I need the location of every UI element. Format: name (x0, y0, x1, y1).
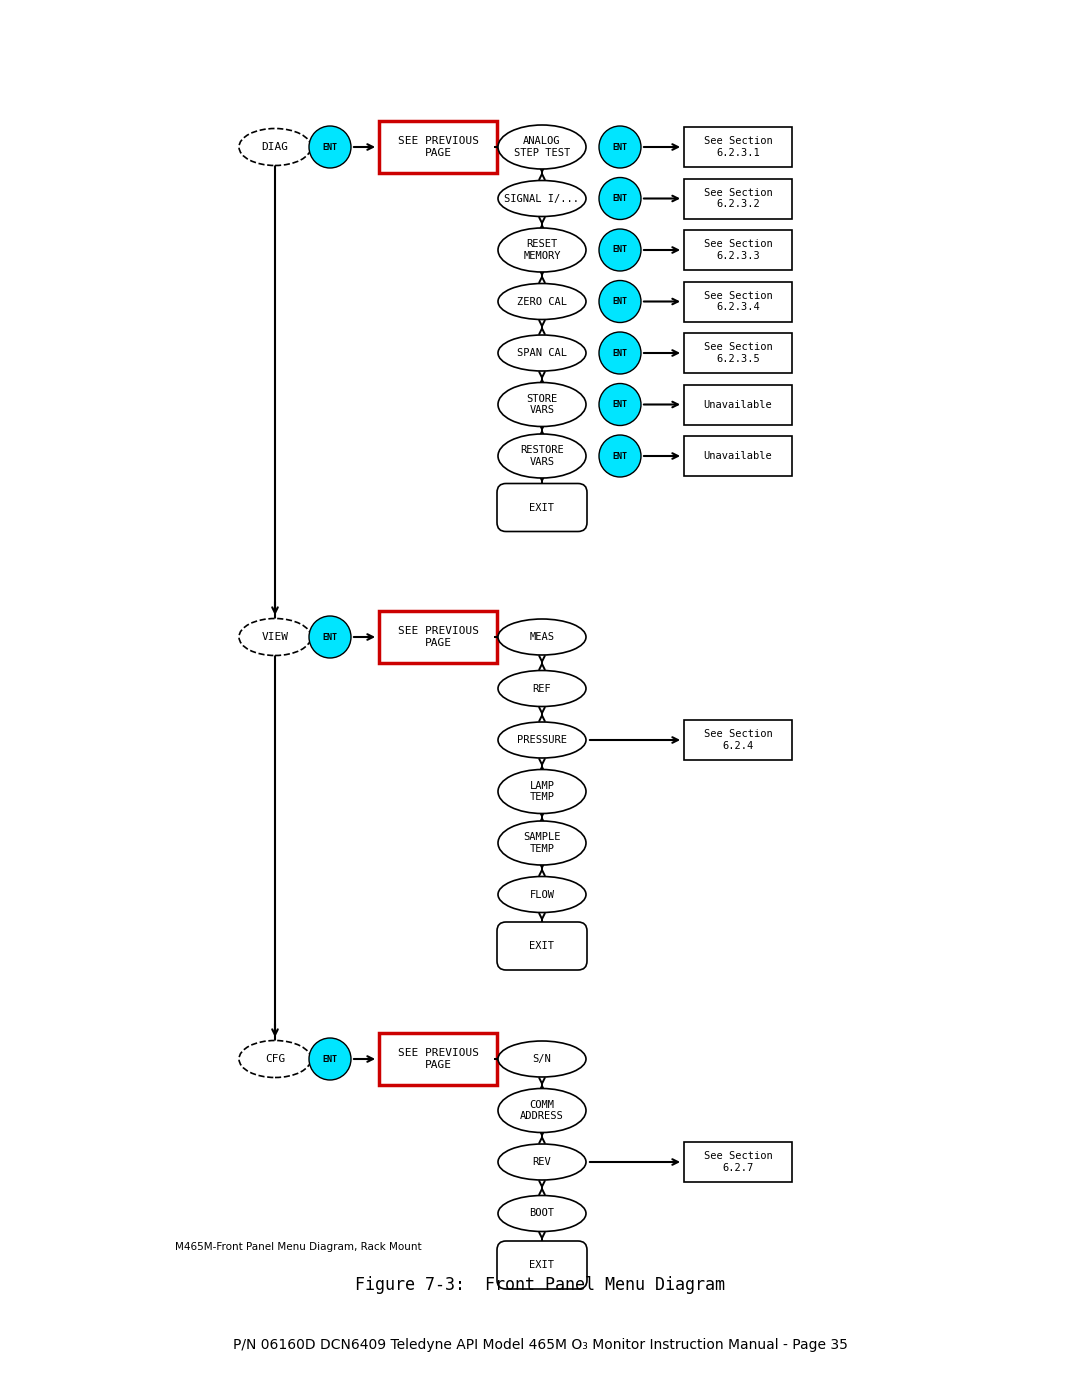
Circle shape (309, 616, 351, 658)
FancyBboxPatch shape (497, 922, 588, 970)
Text: ENT: ENT (323, 633, 337, 641)
Circle shape (599, 281, 642, 323)
Text: See Section
6.2.3.1: See Section 6.2.3.1 (704, 136, 772, 158)
Text: S/N: S/N (532, 1053, 552, 1065)
Ellipse shape (498, 1041, 586, 1077)
Bar (379, 1032, 497, 1085)
Bar (684, 231, 792, 270)
Text: See Section
6.2.4: See Section 6.2.4 (704, 729, 772, 750)
Text: CFG: CFG (265, 1053, 285, 1065)
Text: RESTORE
VARS: RESTORE VARS (521, 446, 564, 467)
Text: SEE PREVIOUS
PAGE: SEE PREVIOUS PAGE (397, 136, 478, 158)
Text: COMM
ADDRESS: COMM ADDRESS (521, 1099, 564, 1122)
Ellipse shape (498, 124, 586, 169)
Text: ENT: ENT (612, 451, 627, 461)
Bar (684, 127, 792, 168)
Text: DIAG: DIAG (261, 142, 288, 152)
Ellipse shape (498, 284, 586, 320)
Text: ANALOG
STEP TEST: ANALOG STEP TEST (514, 136, 570, 158)
Ellipse shape (239, 129, 311, 165)
Text: ENT: ENT (323, 142, 337, 151)
Ellipse shape (498, 722, 586, 759)
Bar (684, 179, 792, 218)
Text: LAMP
TEMP: LAMP TEMP (529, 781, 554, 802)
Text: ENT: ENT (612, 246, 627, 254)
Text: SIGNAL I/...: SIGNAL I/... (504, 194, 580, 204)
Text: RESET
MEMORY: RESET MEMORY (523, 239, 561, 261)
Text: Unavailable: Unavailable (704, 400, 772, 409)
Ellipse shape (239, 619, 311, 655)
Text: ENT: ENT (612, 298, 627, 306)
Text: ENT: ENT (323, 1055, 337, 1063)
Bar (684, 384, 792, 425)
Text: REF: REF (532, 683, 552, 693)
Text: Figure 7-3:  Front Panel Menu Diagram: Figure 7-3: Front Panel Menu Diagram (355, 1275, 725, 1294)
Text: FLOW: FLOW (529, 890, 554, 900)
Text: SAMPLE
TEMP: SAMPLE TEMP (523, 833, 561, 854)
Circle shape (599, 126, 642, 168)
Text: ZERO CAL: ZERO CAL (517, 296, 567, 306)
Ellipse shape (498, 1088, 586, 1133)
FancyBboxPatch shape (497, 483, 588, 531)
Text: Unavailable: Unavailable (704, 451, 772, 461)
Text: EXIT: EXIT (529, 942, 554, 951)
Bar (379, 610, 497, 664)
Bar (684, 436, 792, 476)
Text: PRESSURE: PRESSURE (517, 735, 567, 745)
Ellipse shape (498, 434, 586, 478)
Circle shape (599, 229, 642, 271)
Ellipse shape (239, 1041, 311, 1077)
Ellipse shape (498, 821, 586, 865)
Ellipse shape (498, 1144, 586, 1180)
Text: See Section
6.2.3.2: See Section 6.2.3.2 (704, 187, 772, 210)
Text: SEE PREVIOUS
PAGE: SEE PREVIOUS PAGE (397, 626, 478, 648)
Bar (684, 282, 792, 321)
Circle shape (599, 384, 642, 426)
Text: EXIT: EXIT (529, 503, 554, 513)
Text: See Section
6.2.3.5: See Section 6.2.3.5 (704, 342, 772, 363)
Bar (684, 332, 792, 373)
Ellipse shape (498, 383, 586, 426)
Ellipse shape (498, 671, 586, 707)
Text: M465M-Front Panel Menu Diagram, Rack Mount: M465M-Front Panel Menu Diagram, Rack Mou… (175, 1242, 421, 1252)
Text: BOOT: BOOT (529, 1208, 554, 1218)
Bar (684, 1141, 792, 1182)
Text: SPAN CAL: SPAN CAL (517, 348, 567, 358)
Circle shape (309, 1038, 351, 1080)
Circle shape (599, 332, 642, 374)
Ellipse shape (498, 228, 586, 272)
Text: See Section
6.2.7: See Section 6.2.7 (704, 1151, 772, 1173)
Text: ENT: ENT (612, 400, 627, 409)
Text: VIEW: VIEW (261, 631, 288, 643)
Text: See Section
6.2.3.3: See Section 6.2.3.3 (704, 239, 772, 261)
Bar (684, 719, 792, 760)
Text: ENT: ENT (612, 142, 627, 151)
Text: P/N 06160D DCN6409 Teledyne API Model 465M O₃ Monitor Instruction Manual - Page : P/N 06160D DCN6409 Teledyne API Model 46… (232, 1338, 848, 1352)
Text: REV: REV (532, 1157, 552, 1166)
Ellipse shape (498, 1196, 586, 1232)
Text: ENT: ENT (612, 194, 627, 203)
Ellipse shape (498, 335, 586, 372)
Text: STORE
VARS: STORE VARS (526, 394, 557, 415)
Ellipse shape (498, 180, 586, 217)
Bar (379, 122, 497, 173)
Circle shape (309, 126, 351, 168)
Text: SEE PREVIOUS
PAGE: SEE PREVIOUS PAGE (397, 1048, 478, 1070)
Ellipse shape (498, 619, 586, 655)
Text: See Section
6.2.3.4: See Section 6.2.3.4 (704, 291, 772, 313)
FancyBboxPatch shape (497, 1241, 588, 1289)
Text: ENT: ENT (612, 348, 627, 358)
Text: EXIT: EXIT (529, 1260, 554, 1270)
Ellipse shape (498, 876, 586, 912)
Circle shape (599, 177, 642, 219)
Text: MEAS: MEAS (529, 631, 554, 643)
Circle shape (599, 434, 642, 476)
Ellipse shape (498, 770, 586, 813)
